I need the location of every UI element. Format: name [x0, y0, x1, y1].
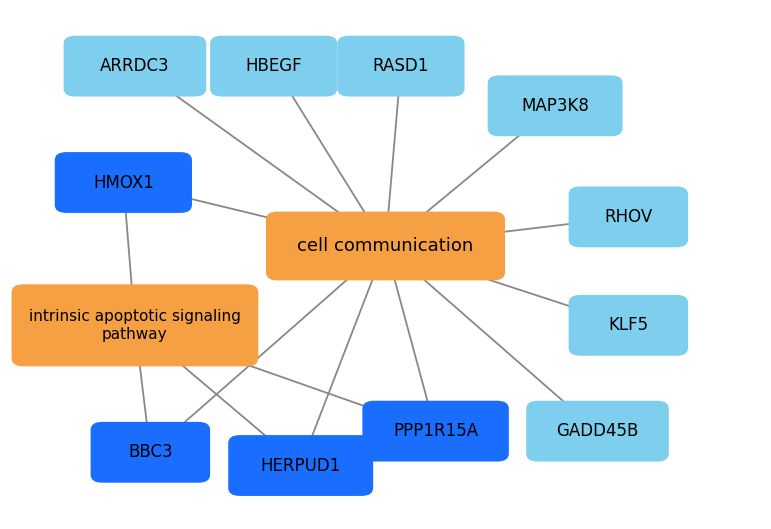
- FancyBboxPatch shape: [338, 35, 464, 96]
- FancyBboxPatch shape: [266, 212, 505, 280]
- FancyBboxPatch shape: [362, 401, 509, 461]
- FancyBboxPatch shape: [91, 422, 210, 482]
- Text: GADD45B: GADD45B: [557, 422, 638, 440]
- Text: MAP3K8: MAP3K8: [521, 97, 589, 115]
- Text: BBC3: BBC3: [128, 443, 173, 461]
- FancyBboxPatch shape: [228, 435, 373, 496]
- FancyBboxPatch shape: [526, 401, 668, 461]
- Text: HMOX1: HMOX1: [93, 174, 153, 191]
- Text: RHOV: RHOV: [604, 208, 652, 226]
- Text: HERPUD1: HERPUD1: [261, 457, 341, 475]
- Text: RASD1: RASD1: [372, 57, 429, 75]
- FancyBboxPatch shape: [568, 187, 688, 248]
- Text: KLF5: KLF5: [608, 316, 648, 334]
- FancyBboxPatch shape: [12, 284, 258, 366]
- Text: cell communication: cell communication: [298, 237, 473, 255]
- FancyBboxPatch shape: [55, 152, 192, 213]
- Text: ARRDC3: ARRDC3: [100, 57, 170, 75]
- FancyBboxPatch shape: [63, 35, 206, 96]
- Text: PPP1R15A: PPP1R15A: [393, 422, 478, 440]
- Text: intrinsic apoptotic signaling
pathway: intrinsic apoptotic signaling pathway: [29, 309, 241, 342]
- FancyBboxPatch shape: [568, 295, 688, 355]
- FancyBboxPatch shape: [210, 35, 338, 96]
- FancyBboxPatch shape: [487, 75, 622, 136]
- Text: HBEGF: HBEGF: [245, 57, 302, 75]
